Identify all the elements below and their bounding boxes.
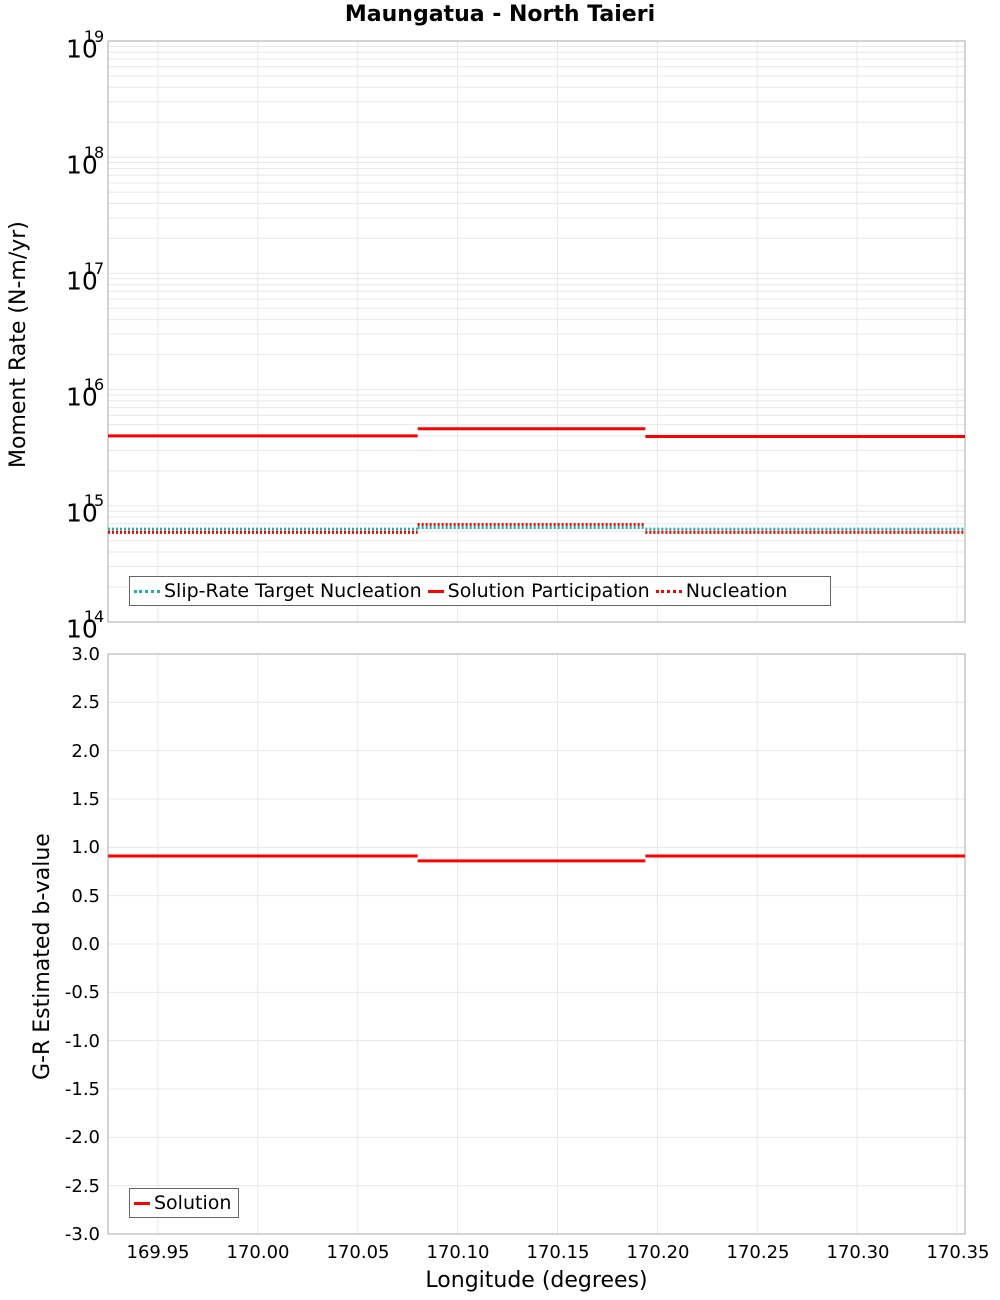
chart-title: Maungatua - North Taieri: [344, 2, 656, 27]
top-ytick: 1015: [66, 491, 105, 528]
xtick: 170.05: [326, 1242, 390, 1263]
top-legend: Slip-Rate Target Nucleation Solution Par…: [129, 576, 831, 606]
top-ytick: 1019: [66, 27, 105, 64]
bottom-legend: Solution: [129, 1188, 239, 1218]
bottom-ytick: 1.5: [71, 789, 100, 810]
legend-label: Solution: [154, 1192, 232, 1214]
x-axis-label: Longitude (degrees): [425, 1268, 648, 1293]
bottom-ytick: 1.0: [71, 837, 100, 858]
xtick: 170.35: [926, 1242, 990, 1263]
top-ytick: 1018: [66, 143, 105, 180]
bottom-ytick: -1.0: [64, 1031, 100, 1052]
bottom-ytick: -2.5: [64, 1176, 100, 1197]
xtick: 170.30: [826, 1242, 890, 1263]
xtick: 170.10: [426, 1242, 490, 1263]
bottom-ytick: 0.5: [71, 886, 100, 907]
bottom-ytick: 3.0: [71, 644, 100, 665]
top-y-axis-label: Moment Rate (N-m/yr): [6, 221, 31, 468]
dotted-cyan-line-icon: [134, 589, 160, 593]
solid-red-line-icon: [427, 589, 444, 593]
top-ytick: 1016: [66, 375, 105, 412]
xtick: 170.25: [726, 1242, 790, 1263]
xtick: 170.00: [226, 1242, 290, 1263]
bottom-ytick: 2.0: [71, 741, 100, 762]
bottom-ytick: 0.0: [71, 934, 100, 955]
xtick: 170.15: [526, 1242, 590, 1263]
top-ytick: 1014: [66, 607, 105, 644]
top-ytick: 1017: [66, 259, 105, 296]
bottom-ytick: -1.5: [64, 1079, 100, 1100]
legend-label: Nucleation: [685, 580, 788, 602]
bottom-ytick: -3.0: [64, 1224, 100, 1245]
bottom-ytick: -2.0: [64, 1127, 100, 1148]
xtick: 170.20: [626, 1242, 690, 1263]
legend-item-slip-rate-target: Slip-Rate Target Nucleation: [134, 580, 422, 602]
legend-item-solution-participation: Solution Participation: [427, 580, 650, 602]
bottom-ytick: 2.5: [71, 692, 100, 713]
legend-label: Slip-Rate Target Nucleation: [164, 580, 422, 602]
dotted-red-line-icon: [655, 589, 682, 593]
bottom-ytick: -0.5: [64, 982, 100, 1003]
legend-item-nucleation: Nucleation: [655, 580, 788, 602]
solid-red-line-icon: [134, 1201, 150, 1205]
legend-label: Solution Participation: [447, 580, 650, 602]
xtick: 169.95: [126, 1242, 190, 1263]
legend-item-solution: Solution: [134, 1192, 231, 1214]
